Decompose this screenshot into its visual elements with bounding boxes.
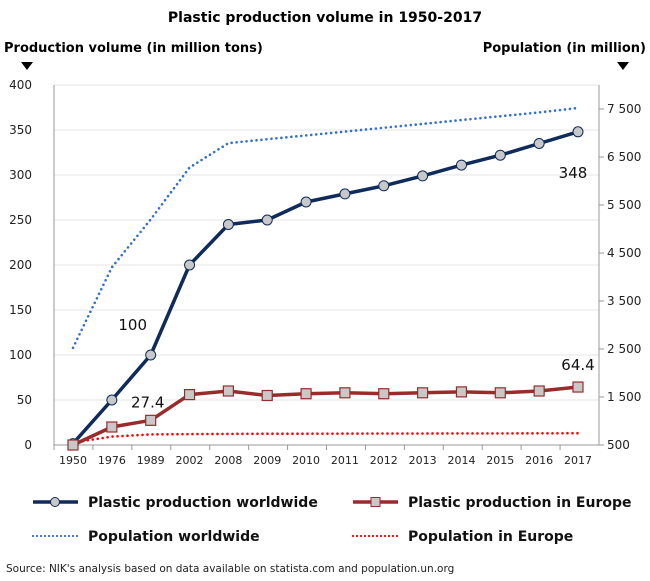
series-line-1 [72,385,579,447]
x-tick-label: 2011 [331,454,359,467]
data-labels: 100 27.4 348 64.4 [118,164,594,412]
data-point [417,170,429,182]
data-point [417,387,429,399]
x-tick-label: 2002 [176,454,204,467]
x-tick-label: 1976 [98,454,126,467]
x-tick-label: 2008 [214,454,242,467]
y-tick-label: 350 [9,123,32,137]
data-point [533,385,545,397]
right-axis-title: Population (in million) [483,41,646,56]
y2-tick-label: 6 500 [607,150,641,164]
left-axis-title: Production volume (in million tons) [4,41,263,56]
x-tick-label: 2013 [409,454,437,467]
x-tick-label: 2017 [564,454,592,467]
x-tick-label: 2014 [447,454,475,467]
data-point [533,138,545,149]
data-point [378,180,390,192]
data-point [261,214,273,226]
y-tick-label: 0 [24,438,32,452]
source-note: Source: NIK's analysis based on data ava… [6,563,454,575]
data-point [184,259,196,271]
y2-tick-label: 3 500 [607,294,641,308]
data-point [455,386,468,398]
y-tick-label: 150 [9,303,32,317]
legend-label: Plastic production worldwide [88,495,318,511]
data-label: 100 [118,316,147,334]
data-point [183,389,196,401]
data-point [339,188,351,200]
legend-item: Population in Europe [351,529,573,545]
series-line-2 [71,106,580,350]
legend-label: Population worldwide [88,529,260,545]
y2-tick-label: 7 500 [607,102,641,116]
gridlines [54,84,599,401]
series-line-3 [71,431,580,444]
data-point [145,349,157,361]
data-point [222,385,234,397]
data-label: 348 [559,164,588,182]
data-point [222,219,234,230]
data-point [378,388,390,400]
y-tick-label: 50 [17,393,32,407]
data-point [572,126,584,138]
x-tick-label: 2016 [525,454,553,467]
data-point [106,394,118,406]
y2-tick-label: 4 500 [607,246,641,260]
right-axis-arrow-icon [617,62,629,70]
y2-tick-label: 2 500 [607,342,641,356]
data-point [300,196,312,208]
y2-tick-label: 500 [607,438,630,452]
x-tick-label: 2010 [292,454,320,467]
left-axis-arrow-icon [21,62,33,70]
data-label: 64.4 [561,356,594,374]
data-point [494,387,506,399]
legend-marker [50,497,60,507]
data-point [145,414,157,426]
y-tick-label: 200 [9,258,32,272]
y-tick-label: 300 [9,168,32,182]
data-point [300,388,312,400]
data-point [261,389,273,402]
y-tick-label: 100 [9,348,32,362]
legend-label: Plastic production in Europe [408,495,632,511]
x-tick-label: 2012 [370,454,398,467]
y-tick-label: 250 [9,213,32,227]
legend-item: Population worldwide [31,529,260,545]
data-label: 27.4 [131,393,164,411]
axes: 0 50 100 150 200 250 300 350 400 500 1 500 2 500 3 5… [9,78,641,467]
data-point [67,439,79,451]
x-tick-label: 2009 [253,454,281,467]
chart-title: Plastic production volume in 1950-2017 [168,10,482,26]
data-point [455,159,467,171]
x-tick-label: 1950 [59,454,87,467]
series-line-0 [71,130,579,445]
legend-marker [370,497,381,507]
data-point [106,421,118,433]
data-point [339,387,351,399]
legend-label: Population in Europe [408,529,573,545]
data-point [572,381,584,393]
series-layer [67,106,584,451]
x-tick-label: 2015 [486,454,514,467]
legend: Plastic production worldwide Plastic prod… [31,495,632,545]
y2-tick-label: 5 500 [607,198,641,212]
y2-tick-label: 1 500 [607,390,641,404]
y-tick-label: 400 [9,78,32,92]
x-tick-label: 1989 [137,454,165,467]
legend-item: Plastic production worldwide [33,495,318,511]
data-point [494,149,506,161]
legend-item: Plastic production in Europe [353,495,632,511]
